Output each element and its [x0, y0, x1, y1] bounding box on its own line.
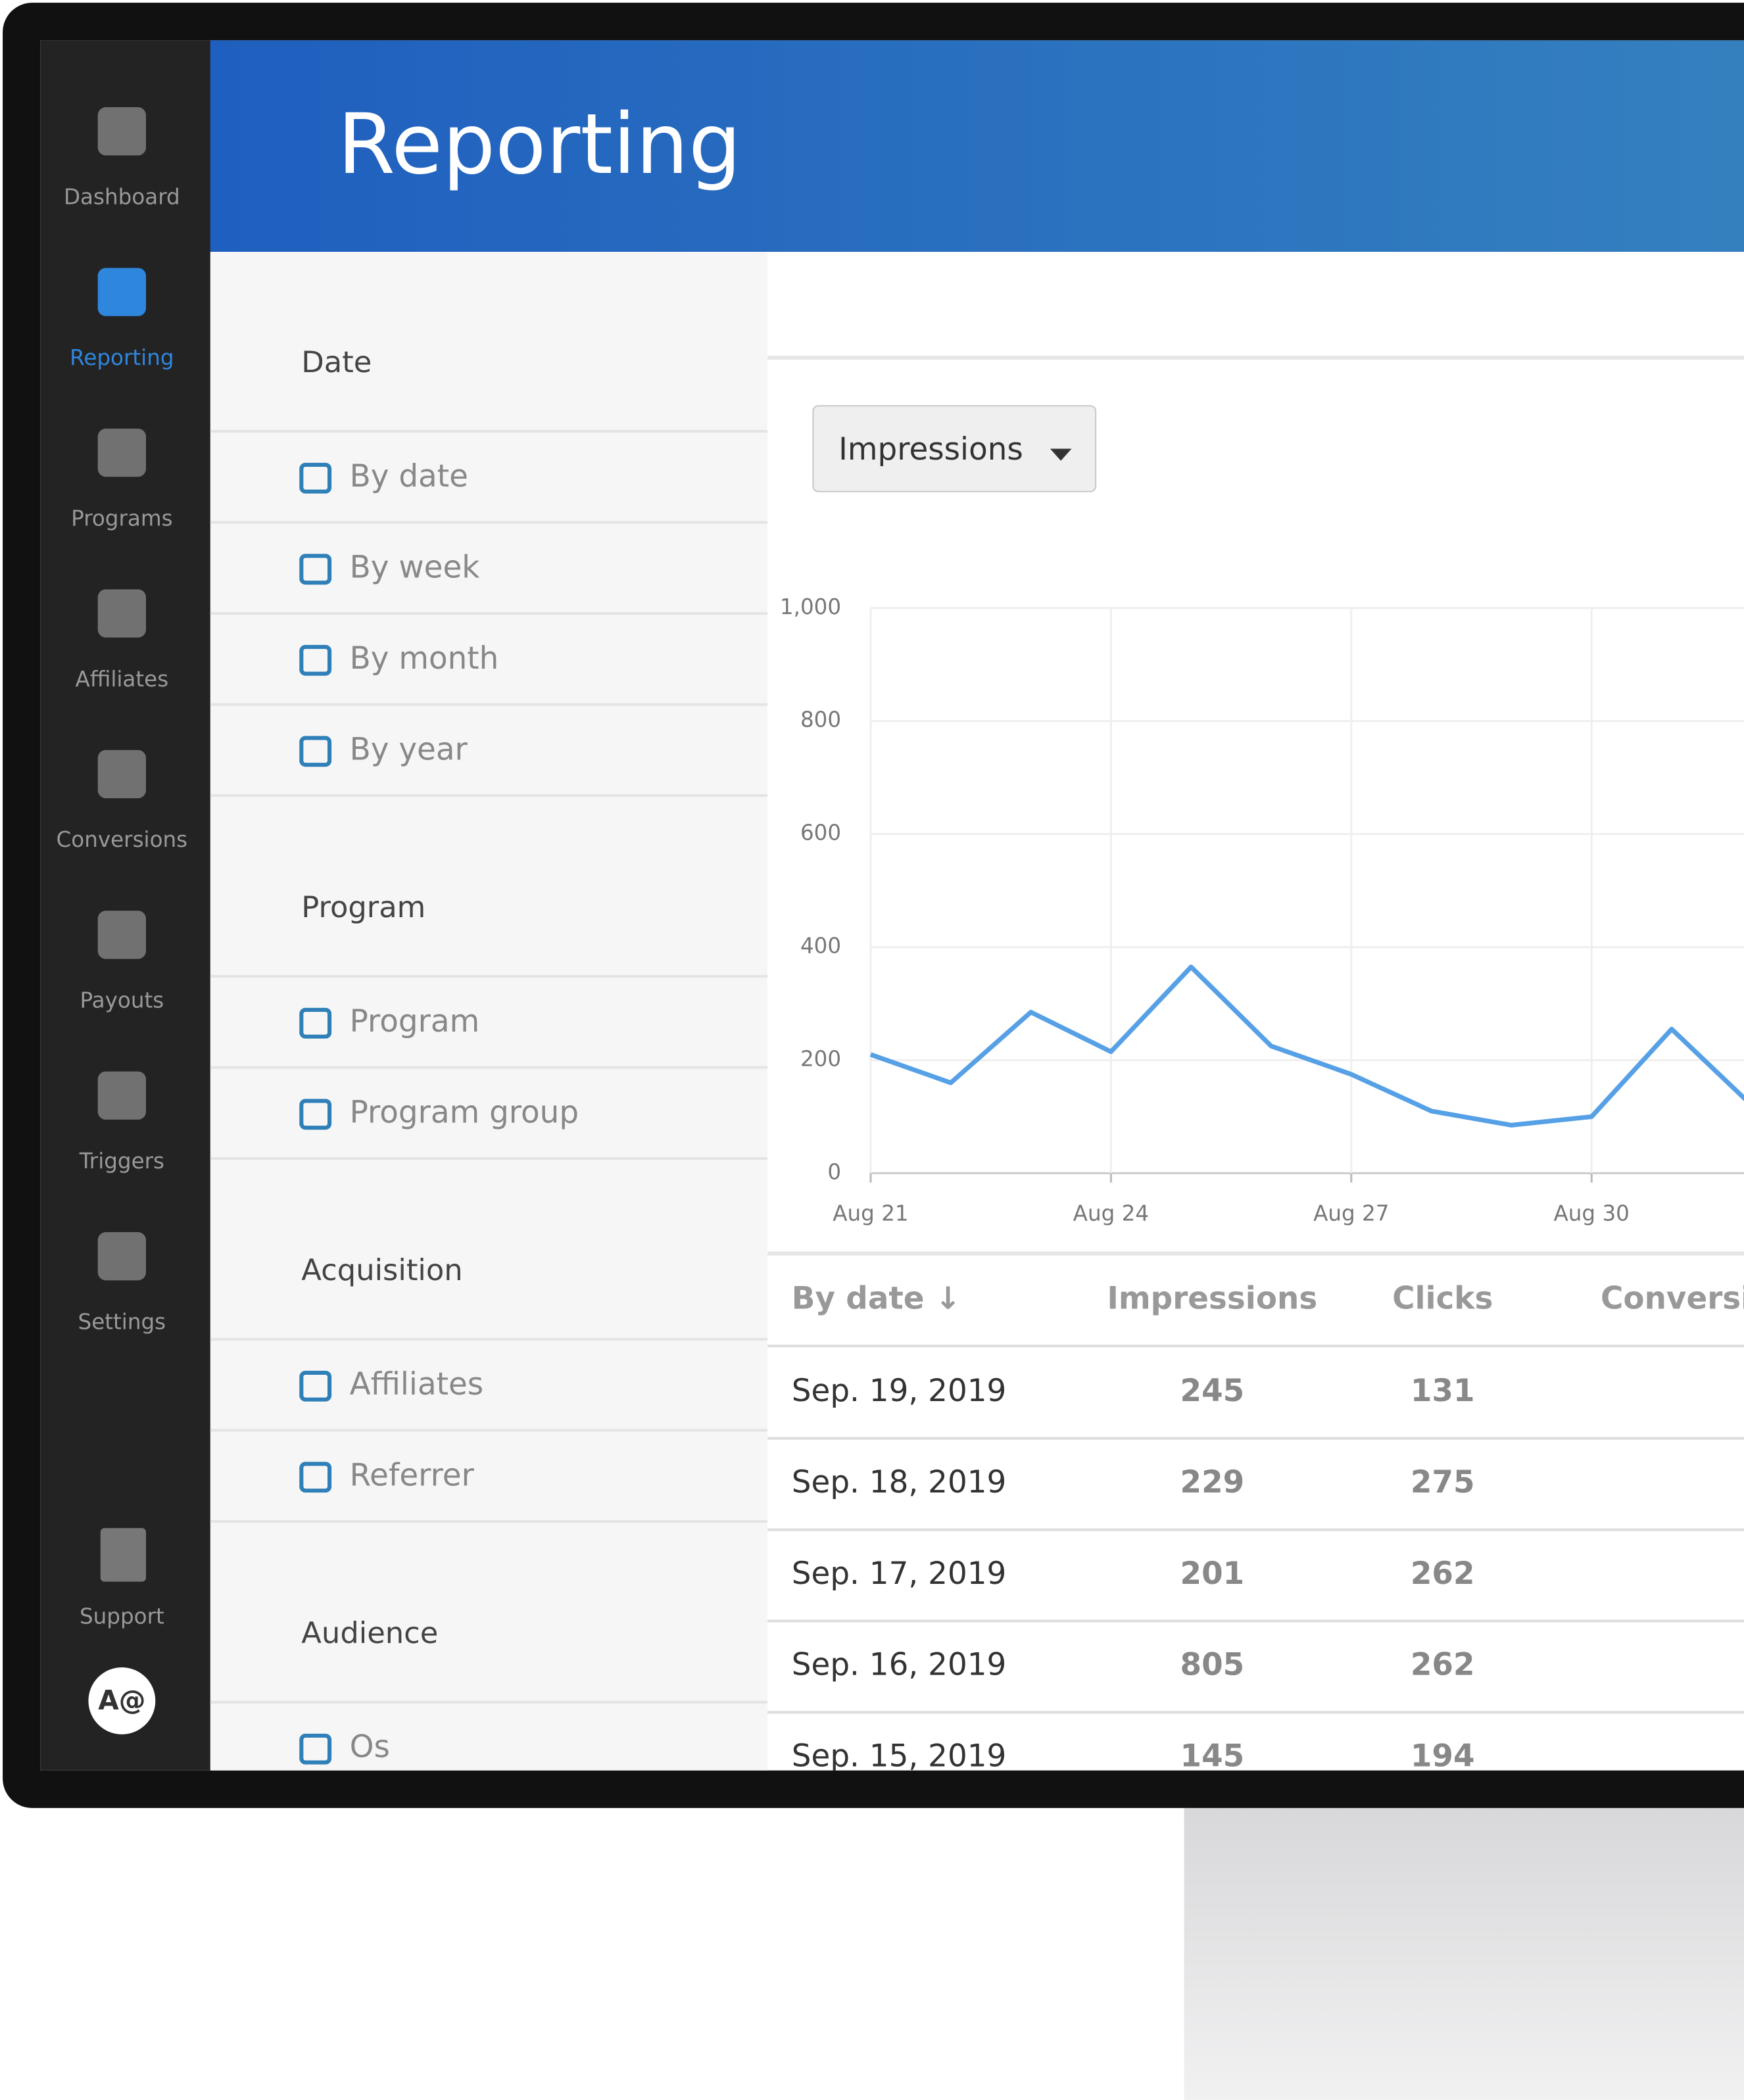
- nav-label[interactable]: Payouts: [80, 988, 164, 1013]
- filter-item[interactable]: By month: [350, 641, 499, 677]
- stand: [1184, 1807, 1744, 2100]
- nav-icon: [97, 911, 147, 959]
- table-date: Sep. 15, 2019: [792, 1739, 1007, 1775]
- filter-item[interactable]: By date: [350, 459, 468, 494]
- table-number: 805: [1180, 1648, 1244, 1683]
- nav-label[interactable]: Programs: [71, 506, 172, 531]
- screen: Reporting Impressions A@ Support Dashboa…: [40, 40, 1744, 1775]
- column-header[interactable]: Clicks: [1392, 1281, 1493, 1316]
- y-tick-label: 800: [800, 707, 841, 732]
- filter-heading: Acquisition: [301, 1253, 462, 1287]
- x-tick-label: Aug 24: [1073, 1201, 1149, 1226]
- nav-icon: [97, 589, 147, 638]
- y-tick-label: 1,000: [780, 594, 841, 619]
- nav-icon: [97, 107, 147, 156]
- dropdown[interactable]: [812, 405, 1097, 492]
- y-tick-label: 200: [800, 1046, 841, 1071]
- page-title: Reporting: [337, 96, 741, 193]
- filter-heading: Date: [301, 345, 372, 379]
- header: [210, 40, 1744, 252]
- nav-label[interactable]: Dashboard: [64, 185, 180, 210]
- nav-icon: [97, 428, 147, 477]
- filter-item[interactable]: Referrer: [350, 1458, 475, 1493]
- filter-panel: [210, 252, 768, 1771]
- table-number: 194: [1411, 1739, 1475, 1775]
- avatar[interactable]: [88, 1667, 156, 1734]
- x-tick-label: Aug 21: [833, 1201, 908, 1226]
- nav-icon: [97, 268, 147, 316]
- filter-heading: Program: [301, 890, 425, 924]
- dropdown-label[interactable]: Impressions: [838, 432, 1023, 467]
- table-number: 275: [1411, 1465, 1475, 1500]
- filter-icon: [299, 462, 332, 494]
- table-date: Sep. 18, 2019: [792, 1465, 1007, 1500]
- nav-icon: [97, 1071, 147, 1120]
- filter-icon: [299, 554, 332, 585]
- table-number: 229: [1180, 1465, 1244, 1500]
- filter-icon: [299, 644, 332, 676]
- table-number: 201: [1180, 1556, 1244, 1592]
- table-date: Sep. 16, 2019: [792, 1648, 1007, 1683]
- table-number: 131: [1411, 1373, 1475, 1409]
- nav-label[interactable]: Settings: [78, 1310, 166, 1335]
- table-number: 145: [1180, 1739, 1244, 1775]
- y-tick-label: 400: [800, 934, 841, 959]
- filter-item[interactable]: By year: [350, 732, 468, 767]
- table-date: Sep. 17, 2019: [792, 1556, 1007, 1592]
- filter-item[interactable]: Affiliates: [350, 1367, 484, 1402]
- nav-label[interactable]: Reporting: [70, 345, 174, 370]
- column-header[interactable]: Impressions: [1107, 1281, 1317, 1316]
- y-tick-label: 600: [800, 821, 841, 846]
- table-date: Sep. 19, 2019: [792, 1373, 1007, 1409]
- nav-icon: [97, 1232, 147, 1281]
- y-tick-label: 0: [827, 1159, 841, 1184]
- filter-item[interactable]: Program group: [350, 1095, 579, 1130]
- table-number: 245: [1180, 1373, 1244, 1409]
- x-tick-label: Aug 27: [1313, 1201, 1389, 1226]
- column-header[interactable]: Conversions: [1601, 1281, 1744, 1316]
- support-icon: [100, 1528, 147, 1582]
- nav-icon: [97, 750, 147, 799]
- table-number: 262: [1411, 1648, 1475, 1683]
- nav-label[interactable]: Affiliates: [76, 667, 169, 692]
- filter-icon: [299, 1007, 332, 1039]
- filter-icon: [299, 1370, 332, 1402]
- nav-label[interactable]: Conversions: [57, 827, 188, 852]
- filter-icon: [299, 1099, 332, 1130]
- dropdown-caret: [1050, 448, 1072, 461]
- nav-label[interactable]: Triggers: [79, 1149, 164, 1174]
- nav-label[interactable]: Support: [80, 1604, 164, 1629]
- filter-icon: [299, 736, 332, 767]
- filter-item[interactable]: Program: [350, 1004, 480, 1039]
- filter-item[interactable]: By week: [350, 550, 480, 585]
- filter-heading: Audience: [301, 1615, 438, 1650]
- table-number: 262: [1411, 1556, 1475, 1592]
- data-line: [869, 965, 1744, 1128]
- filter-item[interactable]: Os: [350, 1730, 390, 1765]
- filter-icon: [299, 1733, 332, 1765]
- filter-icon: [299, 1462, 332, 1493]
- column-header[interactable]: By date ↓: [792, 1281, 961, 1316]
- x-tick-label: Aug 30: [1553, 1201, 1629, 1226]
- avatar-text[interactable]: A@: [98, 1684, 145, 1716]
- sidebar: [40, 40, 212, 1771]
